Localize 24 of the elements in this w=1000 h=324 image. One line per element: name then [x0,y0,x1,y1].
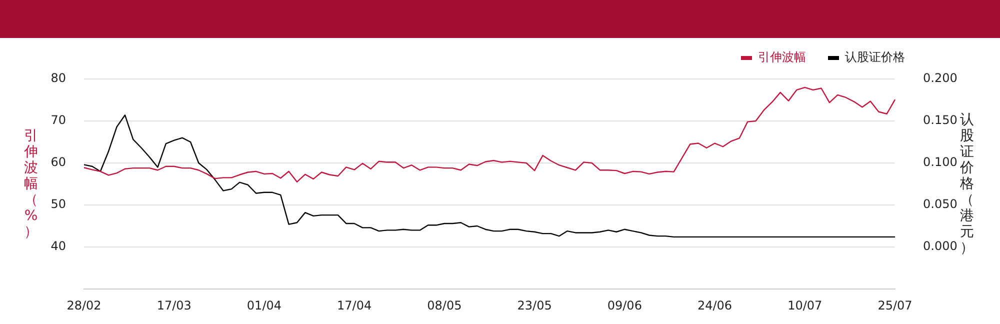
x-tick-label: 23/05 [517,298,552,312]
x-tick-label: 10/07 [788,298,822,312]
x-tick-label: 25/07 [878,298,912,312]
y-tick-label: 60 [50,155,66,170]
text: 认股证价格（港元） [960,112,974,256]
y2-tick-label: 0.100 [923,155,958,170]
legend-label: 认股证价格 [845,49,905,66]
y-tick-label: 50 [50,197,66,212]
x-tick-label: 17/04 [337,298,372,312]
y-tick-label: 80 [50,71,66,86]
x-tick-label: 24/06 [697,298,732,312]
y2-tick-label: 0.150 [923,113,958,128]
y2-tick-label: 0.200 [923,71,958,86]
y-tick-label: 70 [50,113,66,128]
y2-tick-label: 0.000 [923,239,958,254]
x-tick-label: 01/04 [246,298,282,312]
legend-label: 引伸波幅 [758,49,806,66]
y2-tick-label: 0.050 [923,197,958,212]
x-tick-label: 09/06 [607,298,642,312]
x-tick-label: 17/03 [156,298,192,312]
x-tick-label: 28/02 [66,298,102,312]
x-tick-label: 08/05 [427,298,462,312]
y-tick-label: 40 [50,239,66,254]
y-axis-title: 引伸波幅（%） [22,128,40,240]
